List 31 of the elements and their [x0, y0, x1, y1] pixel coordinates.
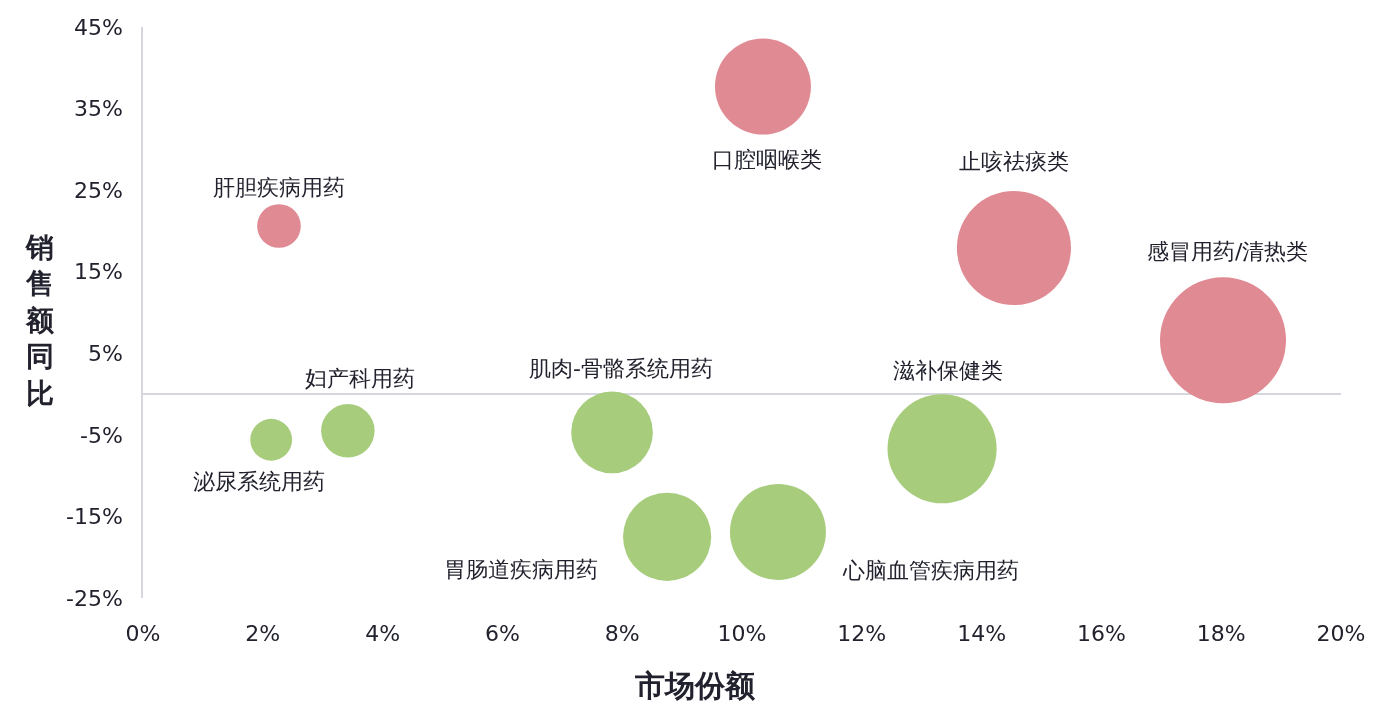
x-tick-label: 4% — [365, 621, 401, 646]
y-tick-label: 45% — [73, 14, 123, 40]
data-label: 胃肠道疾病用药 — [444, 557, 598, 582]
y-tick-label: 15% — [73, 259, 123, 285]
data-label: 妇产科用药 — [305, 366, 415, 391]
x-axis-title: 市场份额 — [634, 668, 755, 703]
y-axis-title: 销售额同比 — [25, 231, 55, 410]
data-label: 口腔咽喉类 — [712, 147, 822, 172]
y-tick-label: -5% — [80, 422, 123, 448]
data-label: 感冒用药/清热类 — [1147, 239, 1309, 264]
data-label: 泌尿系统用药 — [193, 469, 325, 494]
y-tick-label: -15% — [66, 504, 123, 530]
x-tick-label: 20% — [1316, 621, 1366, 646]
data-label: 止咳祛痰类 — [959, 149, 1069, 174]
y-tick-label: 5% — [87, 340, 123, 366]
x-tick-label: 2% — [245, 621, 281, 646]
x-tick-label: 16% — [1076, 621, 1126, 646]
x-tick-label: 14% — [957, 621, 1007, 646]
x-tick-label: 6% — [484, 621, 520, 646]
data-label: 肝胆疾病用药 — [213, 175, 345, 200]
x-tick-label: 0% — [125, 621, 161, 646]
x-tick-label: 10% — [717, 621, 767, 646]
y-tick-label: 25% — [73, 177, 123, 203]
data-label: 心脑血管疾病用药 — [842, 558, 1019, 583]
y-tick-label: 35% — [73, 96, 123, 122]
y-tick-label: -25% — [66, 585, 123, 611]
x-tick-label: 12% — [837, 621, 887, 646]
data-label: 肌肉-骨骼系统用药 — [529, 356, 713, 381]
x-tick-label: 18% — [1196, 621, 1246, 646]
x-tick-label: 8% — [604, 621, 640, 646]
data-label: 滋补保健类 — [893, 358, 1003, 383]
